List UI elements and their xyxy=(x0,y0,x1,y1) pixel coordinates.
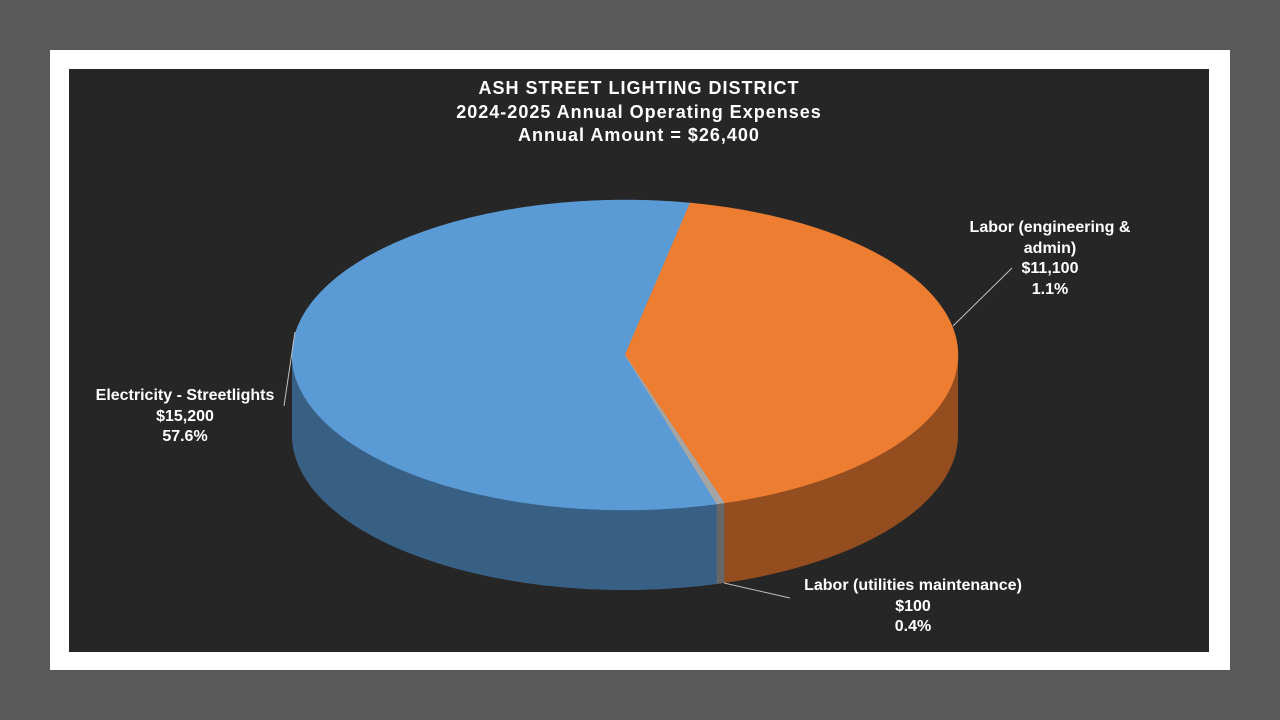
data-label: Electricity - Streetlights $15,200 57.6% xyxy=(85,386,285,448)
label-value: $15,200 xyxy=(156,407,214,425)
pie-tops xyxy=(291,199,959,511)
slice-side-shade xyxy=(724,355,958,583)
label-value: $100 xyxy=(895,597,931,615)
pie-slice xyxy=(624,202,959,504)
label-percent: 57.6% xyxy=(162,428,208,445)
slice-side xyxy=(724,355,958,583)
label-name: Labor (utilities maintenance) xyxy=(804,577,1022,594)
slice-side-shade xyxy=(716,502,725,584)
slice-side-shade xyxy=(292,355,717,590)
pie-slice xyxy=(291,199,718,511)
leader-line xyxy=(283,331,296,407)
data-label: Labor (utilities maintenance) $100 0.4% xyxy=(783,576,1043,638)
slice-side xyxy=(716,502,725,584)
leader-lines xyxy=(283,267,1013,599)
slice-side xyxy=(292,355,717,590)
label-percent: 1.1% xyxy=(1031,280,1069,298)
pie-sides xyxy=(292,355,958,590)
pie-slice xyxy=(624,354,725,505)
chart-title: ASH STREET LIGHTING DISTRICT xyxy=(478,78,800,98)
leader-line xyxy=(952,267,1013,327)
label-percent: 0.4% xyxy=(894,618,932,635)
label-name: Labor (engineering & admin) xyxy=(969,219,1131,257)
chart-subtitle: Annual Amount = $26,400 xyxy=(518,125,760,145)
chart-subtitle: 2024-2025 Annual Operating Expenses xyxy=(456,102,822,122)
data-label: Labor (engineering & admin) $11,100 1.1% xyxy=(955,218,1145,300)
label-value: $11,100 xyxy=(1021,260,1079,277)
label-name: Electricity - Streetlights xyxy=(95,387,275,404)
leader-line xyxy=(723,582,791,599)
